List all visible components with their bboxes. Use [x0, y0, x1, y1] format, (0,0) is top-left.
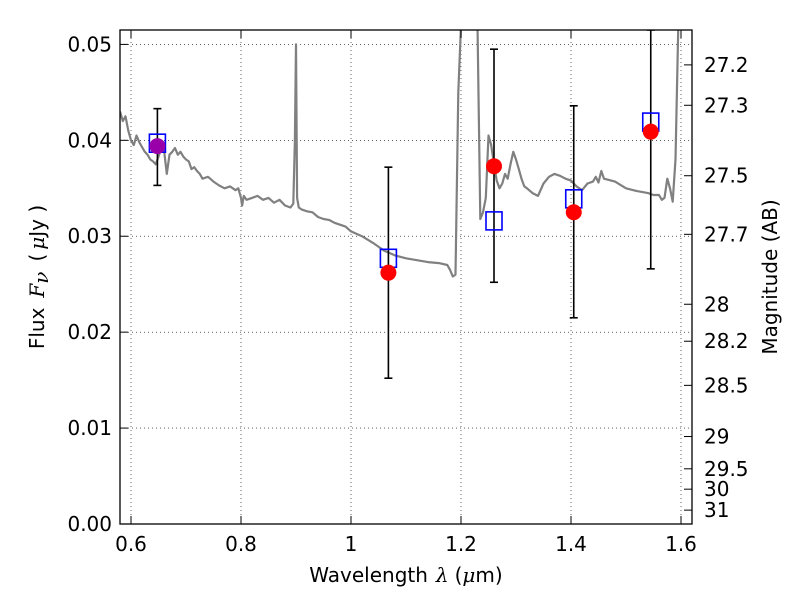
y-axis-label: FluxFν(μJy ): [25, 205, 53, 349]
y-tick-label: 0.04: [67, 128, 112, 152]
observed-point: [149, 138, 166, 155]
y2-tick-label: 27.7: [704, 222, 749, 246]
model-point: [485, 211, 503, 231]
y2-tick-label: 27.3: [704, 93, 749, 117]
x-axis-label: Wavelength λ (μm): [309, 563, 502, 587]
plot-frame: [119, 29, 693, 525]
axis-ticks: 0.6 0.8 1 1.2 1.4 1.6 0.00 0.01 0.02 0.03 0.04 0.05…: [67, 30, 749, 556]
y2-tick-label: 28.5: [704, 373, 749, 397]
observed-point: [642, 123, 659, 140]
x-tick-label: 0.8: [225, 532, 257, 556]
y2-tick-label: 27.2: [704, 53, 749, 77]
x-tick-label: 1.4: [555, 532, 587, 556]
x-tick-label: 1.6: [665, 532, 697, 556]
y-tick-label: 0.01: [67, 416, 112, 440]
y2-tick-label: 28.2: [704, 329, 749, 353]
y2-tick-label: 28: [704, 292, 729, 316]
y-tick-label: 0.00: [67, 512, 112, 536]
y-tick-label: 0.02: [67, 320, 112, 344]
observed-point: [565, 204, 582, 221]
y2-tick-label: 27.5: [704, 164, 749, 188]
y2-axis-label: Magnitude (AB): [758, 199, 782, 354]
spectrum-line: [120, 30, 680, 278]
observed-point: [486, 158, 502, 175]
observed-point: [380, 264, 397, 281]
x-tick-label: 0.6: [115, 532, 147, 556]
x-tick-label: 1: [345, 532, 358, 556]
spectrum-layer: [120, 30, 680, 278]
y2-tick-label: 31: [704, 498, 729, 522]
y2-tick-label: 29: [704, 425, 729, 449]
observed-markers: [149, 123, 659, 281]
y2-tick-label: 30: [704, 477, 729, 501]
x-tick-label: 1.2: [445, 532, 477, 556]
y-tick-label: 0.03: [67, 224, 112, 248]
y-tick-label: 0.05: [67, 32, 112, 56]
y2-tick-label: 29.5: [704, 457, 749, 481]
